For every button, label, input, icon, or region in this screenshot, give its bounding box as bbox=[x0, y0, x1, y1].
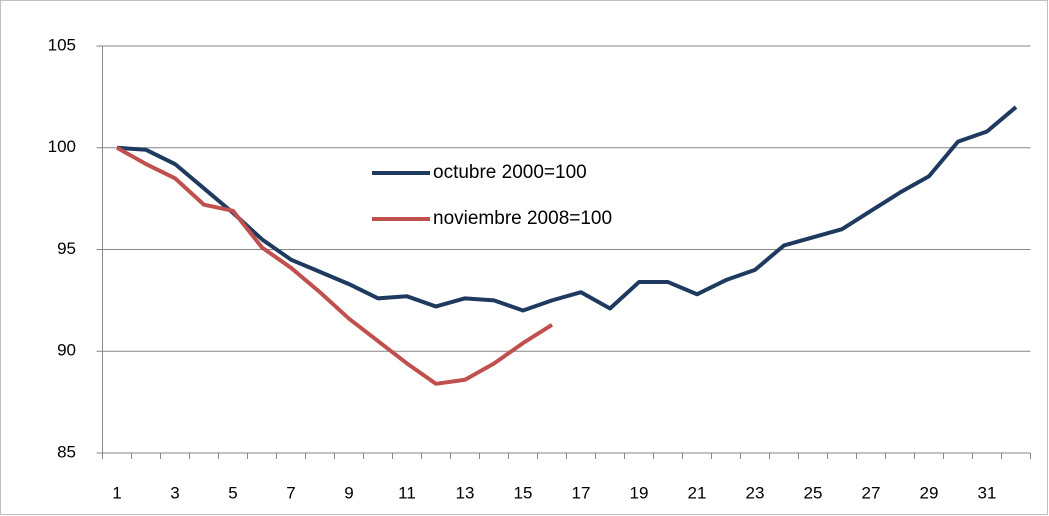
y-tick-label: 90 bbox=[57, 341, 76, 360]
x-tick-label: 1 bbox=[112, 483, 121, 502]
legend-label: octubre 2000=100 bbox=[433, 162, 587, 183]
x-tick-label: 19 bbox=[630, 483, 649, 502]
legend-label: noviembre 2008=100 bbox=[433, 208, 612, 229]
x-tick-label: 31 bbox=[978, 483, 997, 502]
data-line bbox=[116, 105, 1018, 313]
x-tick-label: 5 bbox=[228, 483, 237, 502]
x-tick-label: 13 bbox=[456, 483, 475, 502]
x-tick-label: 7 bbox=[286, 483, 295, 502]
x-tick-label: 17 bbox=[572, 483, 591, 502]
y-tick-label: 95 bbox=[57, 239, 76, 258]
y-tick-label: 85 bbox=[57, 442, 76, 461]
x-tick-label: 15 bbox=[514, 483, 533, 502]
x-tick-label: 23 bbox=[746, 483, 765, 502]
x-tick-label: 25 bbox=[804, 483, 823, 502]
x-tick-label: 3 bbox=[170, 483, 179, 502]
x-tick-label: 29 bbox=[920, 483, 939, 502]
x-tick-label: 21 bbox=[688, 483, 707, 502]
x-tick-label: 27 bbox=[862, 483, 881, 502]
x-tick-label: 11 bbox=[398, 483, 416, 502]
x-tick-label: 9 bbox=[344, 483, 353, 502]
y-tick-label: 105 bbox=[48, 35, 76, 54]
data-line bbox=[116, 146, 554, 386]
y-tick-label: 100 bbox=[48, 137, 76, 156]
